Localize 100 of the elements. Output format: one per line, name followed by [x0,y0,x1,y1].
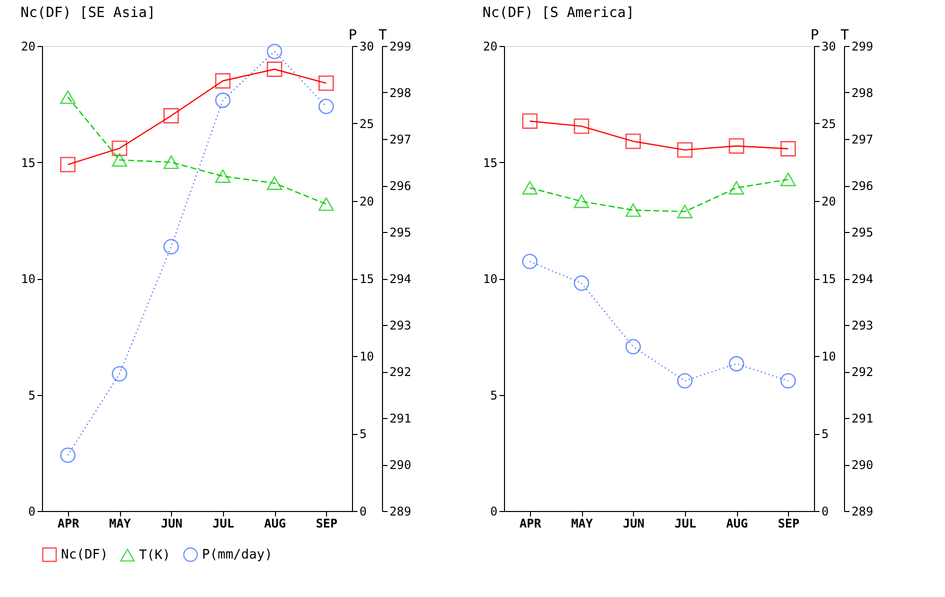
x-tick-label: JUL [674,516,696,530]
y2-tick-label: 15 [360,272,374,286]
y3-tick-label: 292 [852,365,874,379]
point [318,75,334,91]
x-tick-label: SEP [316,516,338,530]
legend-label: Nc(DF) [61,548,108,563]
y2-tick-label: 10 [360,350,374,364]
y2-tick-label: 15 [822,272,836,286]
y3-tick-label: 290 [852,458,874,472]
y3-tick-label: 291 [852,412,874,426]
y3-tick-label: 290 [390,458,412,472]
x-tick-label: APR [519,516,542,530]
y2-tick-label: 25 [360,117,374,131]
y3-tick-label: 289 [852,504,874,518]
point [215,169,231,183]
y3-tick-label: 293 [852,318,874,332]
point [522,113,538,129]
y3-tick-label: 291 [390,412,412,426]
point [215,92,231,108]
y3-tick-label: 294 [390,272,412,286]
y-tick-label: 10 [483,272,498,286]
point [60,156,76,172]
legend-label: P(mm/day) [202,548,272,563]
y3-tick-label: 297 [390,132,412,146]
y2-tick-label: 5 [360,427,367,441]
y-tick-label: 15 [21,156,36,170]
point [215,73,231,89]
chart-title: Nc(DF) [SE Asia] [20,5,156,21]
y3-axis-title: T [378,28,388,44]
y3-tick-label: 297 [852,132,874,146]
y-tick-label: 0 [28,504,36,518]
point [318,98,334,114]
y2-tick-label: 0 [360,504,367,518]
x-tick-label: MAY [571,516,594,530]
x-tick-label: JUN [622,516,645,530]
y-tick-label: 0 [490,504,498,518]
point [112,366,128,382]
y3-tick-label: 299 [852,40,874,54]
y3-axis-title: T [840,28,850,44]
y-tick-label: 10 [21,272,36,286]
y3-tick-label: 296 [390,179,412,193]
y2-axis-title: P [348,28,357,44]
x-tick-label: AUG [726,516,748,530]
point [266,62,282,77]
point [677,142,693,158]
point [522,181,538,195]
point [163,239,179,254]
point [728,356,744,372]
y2-tick-label: 30 [822,40,836,54]
y2-tick-label: 0 [822,504,829,518]
point [780,172,796,186]
y2-axis-title: P [810,28,819,44]
point [574,194,590,208]
y-tick-label: 15 [483,156,498,170]
point [728,181,744,195]
chart-title: Nc(DF) [S America] [482,5,634,21]
point [60,90,76,104]
point [625,203,641,217]
y2-tick-label: 30 [360,40,374,54]
y3-tick-label: 298 [852,86,874,100]
x-tick-label: JUN [160,516,183,530]
point [574,275,590,291]
y3-tick-label: 295 [390,226,412,240]
y-tick-label: 5 [28,388,36,402]
y-tick-label: 20 [483,40,498,54]
x-tick-label: JUL [212,516,234,530]
y3-tick-label: 296 [852,179,874,193]
legend-label: T(K) [139,548,170,564]
x-tick-label: MAY [109,516,132,530]
point [266,176,282,190]
point [625,338,641,354]
y-tick-label: 5 [490,388,498,402]
point [677,373,693,389]
y2-tick-label: 25 [822,117,836,131]
y3-tick-label: 295 [852,226,874,240]
y2-tick-label: 20 [360,194,374,208]
point [780,141,796,156]
point [163,108,179,124]
point [625,134,641,150]
y3-tick-label: 289 [390,504,412,518]
y2-tick-label: 20 [822,194,836,208]
point [728,138,744,154]
point [266,44,282,60]
y-tick-label: 20 [21,40,36,54]
y3-tick-label: 299 [390,40,412,54]
point [780,373,796,389]
point [677,204,693,218]
y2-tick-label: 5 [822,427,829,441]
y3-tick-label: 293 [390,318,412,332]
point [163,155,179,170]
x-tick-label: APR [57,516,80,530]
point [112,140,128,156]
y3-tick-label: 292 [390,365,412,379]
point [112,153,128,167]
point [60,447,76,463]
point [574,118,590,134]
x-tick-label: AUG [264,516,286,530]
x-tick-label: SEP [778,516,800,530]
point [522,254,538,270]
y3-tick-label: 294 [852,272,874,286]
